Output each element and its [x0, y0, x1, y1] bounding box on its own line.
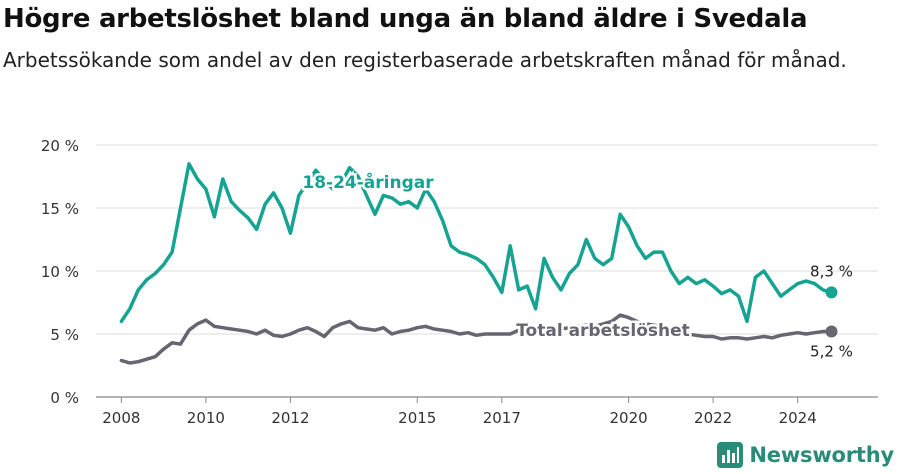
x-tick-label: 2012 [271, 409, 309, 427]
chart-title: Högre arbetslöshet bland unga än bland ä… [3, 4, 808, 34]
series-end-label: 5,2 % [810, 342, 853, 360]
series-end-point [825, 286, 838, 299]
series-label-youth: 18-24-åringar [302, 171, 434, 193]
y-axis-ticks: 0 % 5 % 10 % 15 % 20 % [41, 137, 79, 407]
x-tick-label: 2008 [102, 409, 140, 427]
x-tick-label: 2020 [610, 409, 648, 427]
series-label-total: Total arbetslöshet [516, 321, 690, 341]
series-end-label: 8,3 % [810, 262, 853, 280]
x-tick-label: 2015 [398, 409, 436, 427]
chart-subtitle: Arbetssökande som andel av den registerb… [3, 48, 847, 72]
x-tick-label: 2022 [694, 409, 732, 427]
x-axis-ticks: 2008 2010 2012 2015 2017 2020 2022 2024 [102, 397, 817, 427]
brand-name: Newsworthy [749, 443, 894, 467]
y-tick-label: 10 % [41, 263, 79, 281]
y-tick-label: 15 % [41, 200, 79, 218]
bar-chart-icon [717, 442, 744, 468]
y-tick-label: 0 % [50, 389, 79, 407]
series-end-point [825, 325, 838, 338]
series-line-youth [119, 162, 834, 324]
series-labels: 8,3 % 5,2 % 18-24-åringar Total arbetslöshe… [300, 169, 853, 361]
series-lines [119, 162, 838, 365]
y-tick-label: 20 % [41, 137, 79, 155]
x-tick-label: 2024 [779, 409, 817, 427]
y-tick-label: 5 % [50, 326, 79, 344]
series-line-total [119, 313, 834, 365]
x-tick-label: 2017 [483, 409, 521, 427]
x-tick-label: 2010 [187, 409, 225, 427]
newsworthy-logo: Newsworthy [717, 442, 894, 468]
